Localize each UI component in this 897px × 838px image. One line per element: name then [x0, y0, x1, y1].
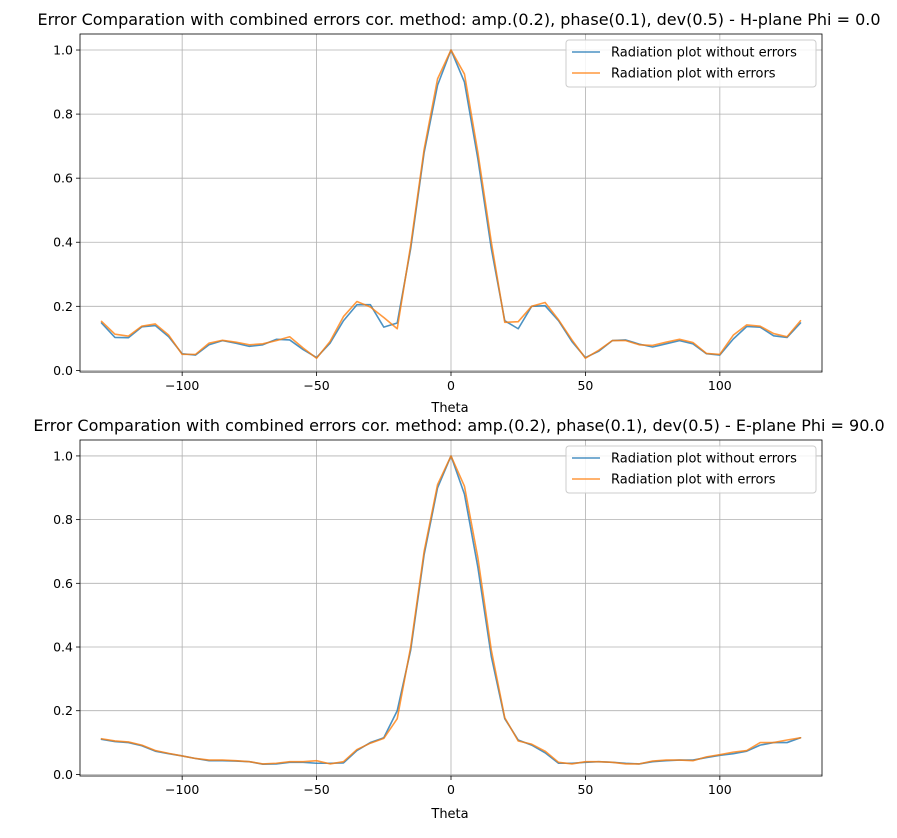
- y-tick-label: 0.4: [53, 640, 73, 655]
- chart-title: Error Comparation with combined errors c…: [33, 416, 884, 435]
- y-tick-label: 0.4: [53, 235, 73, 250]
- x-tick-label: −50: [303, 782, 329, 797]
- x-tick-label: −100: [165, 378, 199, 393]
- y-tick-label: 1.0: [53, 448, 73, 463]
- legend-box: [565, 445, 817, 494]
- legend-label: Radiation plot without errors: [611, 46, 797, 61]
- y-tick-label: 0.2: [53, 703, 73, 718]
- y-tick-label: 0.2: [53, 299, 73, 314]
- x-tick-label: 100: [708, 378, 732, 393]
- x-tick-label: 100: [708, 782, 732, 797]
- x-tick-label: 50: [577, 378, 593, 393]
- e-plane-chart: Error Comparation with combined errors c…: [33, 416, 884, 822]
- y-tick-label: 1.0: [53, 43, 73, 58]
- legend-label: Radiation plot without errors: [611, 452, 797, 467]
- x-axis-label: Theta: [430, 807, 468, 822]
- legend-box: [565, 39, 817, 88]
- series-line-with-errors: [100, 49, 802, 360]
- x-tick-label: −100: [165, 782, 199, 797]
- x-tick-label: 50: [577, 782, 593, 797]
- y-tick-label: 0.6: [53, 576, 73, 591]
- x-tick-label: 0: [447, 378, 455, 393]
- y-tick-label: 0.8: [53, 107, 73, 122]
- y-tick-label: 0.8: [53, 512, 73, 527]
- legend-label: Radiation plot with errors: [611, 473, 776, 488]
- y-tick-label: 0.0: [53, 767, 73, 782]
- h-plane-chart: Error Comparation with combined errors c…: [37, 10, 880, 416]
- x-tick-label: 0: [447, 782, 455, 797]
- chart-title: Error Comparation with combined errors c…: [37, 10, 880, 29]
- legend: Radiation plot without errors Radiation p…: [565, 39, 817, 88]
- legend: Radiation plot without errors Radiation p…: [565, 445, 817, 494]
- legend-label: Radiation plot with errors: [611, 67, 776, 82]
- x-tick-label: −50: [303, 378, 329, 393]
- x-axis-label: Theta: [430, 401, 468, 416]
- y-tick-label: 0.0: [53, 363, 73, 378]
- y-tick-label: 0.6: [53, 171, 73, 186]
- series-line-with-errors: [100, 455, 802, 765]
